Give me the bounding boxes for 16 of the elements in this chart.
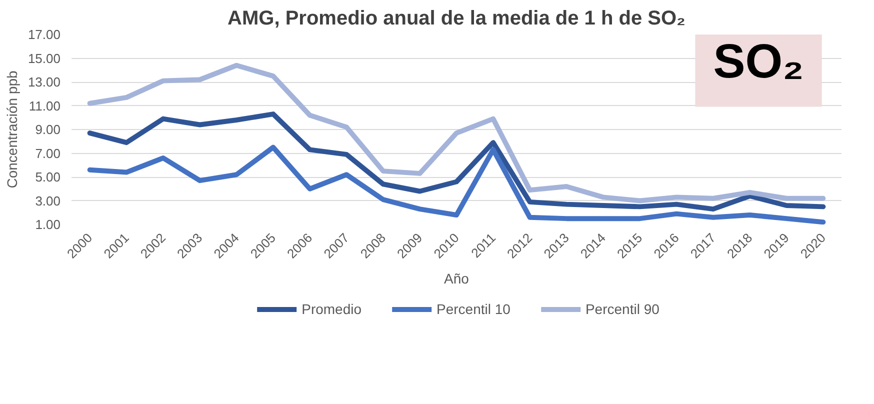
- annotation: SO₂: [713, 36, 804, 89]
- y-tick-label: 7.00: [35, 146, 61, 161]
- y-axis-title: Concentración ppb: [4, 70, 20, 188]
- legend-label: Promedio: [302, 301, 362, 317]
- y-tick-label: 17.00: [28, 27, 61, 42]
- y-tick-label: 5.00: [35, 170, 61, 184]
- legend-label: Percentil 90: [585, 301, 660, 317]
- y-tick-label: 15.00: [28, 50, 61, 66]
- y-tick-label: 3.00: [35, 193, 61, 208]
- legend-label: Percentil 10: [436, 301, 510, 317]
- y-tick-label: 9.00: [35, 122, 61, 137]
- y-tick-label: 13.00: [28, 74, 61, 90]
- x-axis-title: Año: [444, 270, 470, 286]
- y-tick-label: 1.00: [35, 217, 61, 232]
- y-tick-label: 11.00: [28, 98, 61, 114]
- chart-title: AMG, Promedio anual de la media de 1 h de SO₂: [228, 8, 686, 30]
